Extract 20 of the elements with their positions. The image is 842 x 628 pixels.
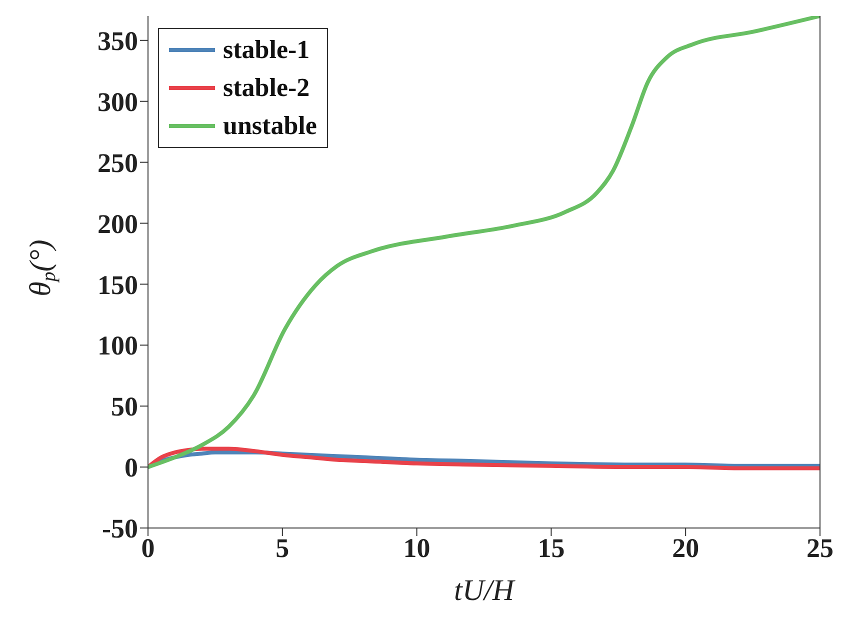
y-tick-label: 350 (98, 26, 138, 56)
y-tick-label: 150 (98, 270, 138, 300)
x-tick-label: 10 (403, 533, 430, 564)
x-axis-title: tU/H (454, 574, 516, 607)
x-tick-label: 25 (806, 533, 834, 564)
y-tick-label: 250 (98, 148, 138, 178)
legend-label: stable-2 (223, 72, 310, 104)
line-series (148, 446, 820, 470)
y-tick-label: 200 (98, 208, 138, 239)
x-tick-label: 5 (276, 533, 290, 564)
y-tick-label: 100 (98, 330, 138, 361)
line-series (148, 16, 820, 470)
legend-label: stable-1 (223, 34, 310, 66)
y-tick-label: 0 (124, 452, 138, 483)
x-tick-label: 15 (538, 533, 565, 564)
y-tick-label: -50 (102, 514, 138, 544)
x-tick-label: 20 (672, 533, 700, 564)
y-tick-label: 50 (111, 392, 138, 422)
legend-label: unstable (223, 110, 317, 142)
y-tick-label: 300 (98, 86, 138, 117)
